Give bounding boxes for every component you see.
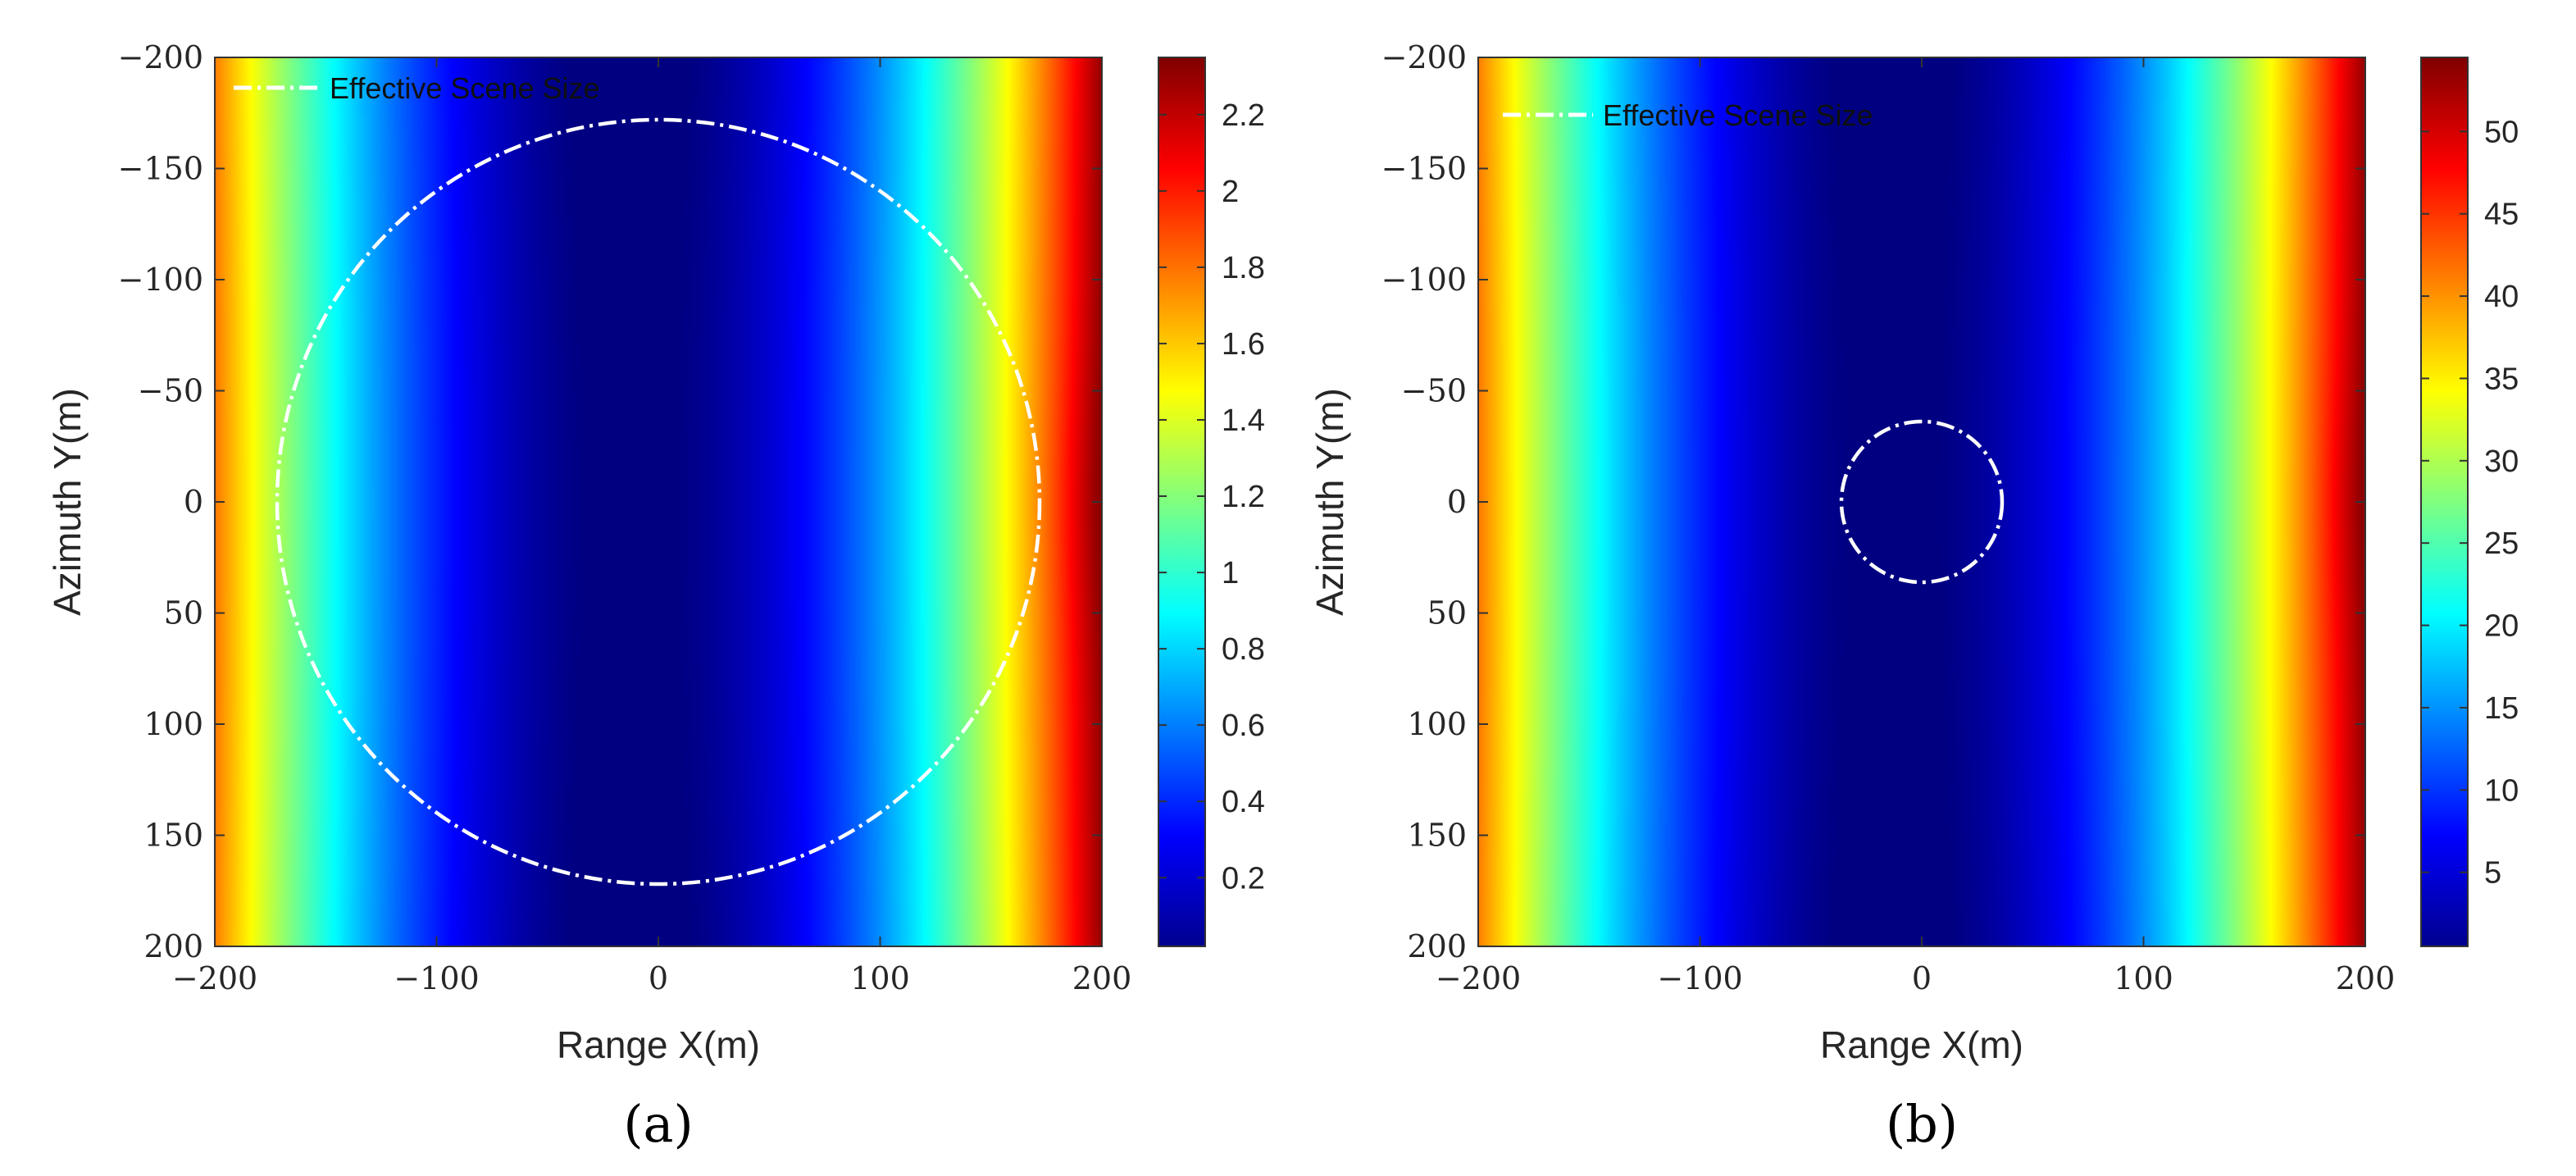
panel-a-xtick-label: −100 [394,960,479,996]
panel-b-ytick-label: 50 [1427,595,1467,631]
panel-b-colorbar-tick-label: 5 [2484,856,2501,891]
panel-b-xtick-label: −200 [1436,960,1521,996]
panel-b-xtick-label: 0 [1912,960,1932,996]
panel-b-legend: Effective Scene Size [1503,98,1873,132]
panel-b-colorbar-tick-label: 25 [2484,526,2519,561]
panel-a-ytick-label: −100 [118,262,203,298]
panel-b-effective-scene-circle [1839,419,2005,585]
panel-b-colorbar [2420,57,2469,947]
panel-a-colorbar [1158,57,1206,947]
panel-a-ytick-label: 50 [164,595,203,631]
panel-a-colorbar-tick-label: 1.6 [1222,327,1265,362]
panel-a-xtick-label: 0 [649,960,668,996]
panel-a-legend-label: Effective Scene Size [330,71,600,105]
panel-b-xtick-label: 100 [2114,960,2173,996]
panel-b-legend-label: Effective Scene Size [1603,98,1873,132]
panel-b-ytick-label: 100 [1407,706,1467,742]
panel-a-colorbar-tick-label: 0.6 [1222,709,1265,743]
panel-a-colorbar-tick-label: 1 [1222,556,1239,590]
panel-a-xtick-label: 100 [850,960,910,996]
panel-b-xtick-label: −100 [1657,960,1742,996]
panel-b-chart: Effective Scene Size −200 −100 0 100 200 −20… [1308,39,2519,1154]
panel-a-effective-scene-circle [275,117,1042,887]
panel-b-xtick-label: 200 [2336,960,2396,996]
panel-b-colorbar-tick-label: 30 [2484,444,2519,479]
panel-a-ytick-label: 150 [143,818,203,854]
panel-a-ytick-label: −150 [118,151,203,187]
panel-a-colorbar-tick-label: 0.4 [1222,785,1265,819]
panel-a-heatmap [215,57,1102,946]
panel-a-colorbar-tick-label: 2.2 [1222,98,1265,133]
panel-a-xtick-label: −200 [172,960,257,996]
panel-a-colorbar-tick-label: 1.2 [1222,480,1265,514]
panel-a-colorbar-tick-label: 1.8 [1222,251,1265,285]
panel-a-ytick-label: 200 [143,928,203,964]
panel-a-legend: Effective Scene Size [234,71,600,105]
panel-a-ytick-label: 0 [184,484,203,520]
panel-b-xlabel: Range X(m) [1820,1023,2023,1066]
panel-a-ytick-label: −200 [118,39,203,75]
panel-a-colorbar-tick-label: 0.8 [1222,632,1265,667]
panel-b-colorbar-tick-label: 50 [2484,115,2519,149]
panel-a-colorbar-tick-label: 2 [1222,175,1239,209]
panel-a-xlabel: Range X(m) [557,1023,760,1066]
panel-a-colorbar-tick-label: 1.4 [1222,403,1265,438]
panel-a-ytick-label: 100 [143,706,203,742]
panel-a-xtick-label: 200 [1072,960,1132,996]
panel-b-heatmap [1478,57,2365,946]
panel-b-colorbar-tick-label: 40 [2484,280,2519,314]
panel-b-ytick-label: −150 [1381,151,1467,187]
panel-b-ytick-label: −50 [1401,373,1467,409]
panel-a-colorbar-tick-label: 0.2 [1222,861,1265,896]
panel-a-ylabel: Azimuth Y(m) [46,388,89,616]
panel-a-label: (a) [623,1094,693,1154]
panel-b-colorbar-tick-label: 15 [2484,691,2519,726]
panel-b-ytick-label: 200 [1407,928,1467,964]
panel-b-colorbar-tick-label: 35 [2484,362,2519,396]
panel-a-chart: Effective Scene Size −200 −100 0 100 200 −20… [46,39,1265,1154]
panel-b-label: (b) [1886,1094,1958,1154]
panel-b-ytick-label: 0 [1447,484,1467,520]
panel-b-ytick-label: −100 [1381,262,1467,298]
panel-b-ylabel: Azimuth Y(m) [1308,388,1351,616]
panel-b-colorbar-tick-label: 10 [2484,773,2519,808]
panel-a-ytick-label: −50 [138,373,203,409]
panel-b-colorbar-tick-label: 20 [2484,609,2519,644]
panel-b-colorbar-tick-label: 45 [2484,198,2519,232]
panel-b-ytick-label: −200 [1381,39,1467,75]
panel-b-ytick-label: 150 [1407,818,1467,854]
